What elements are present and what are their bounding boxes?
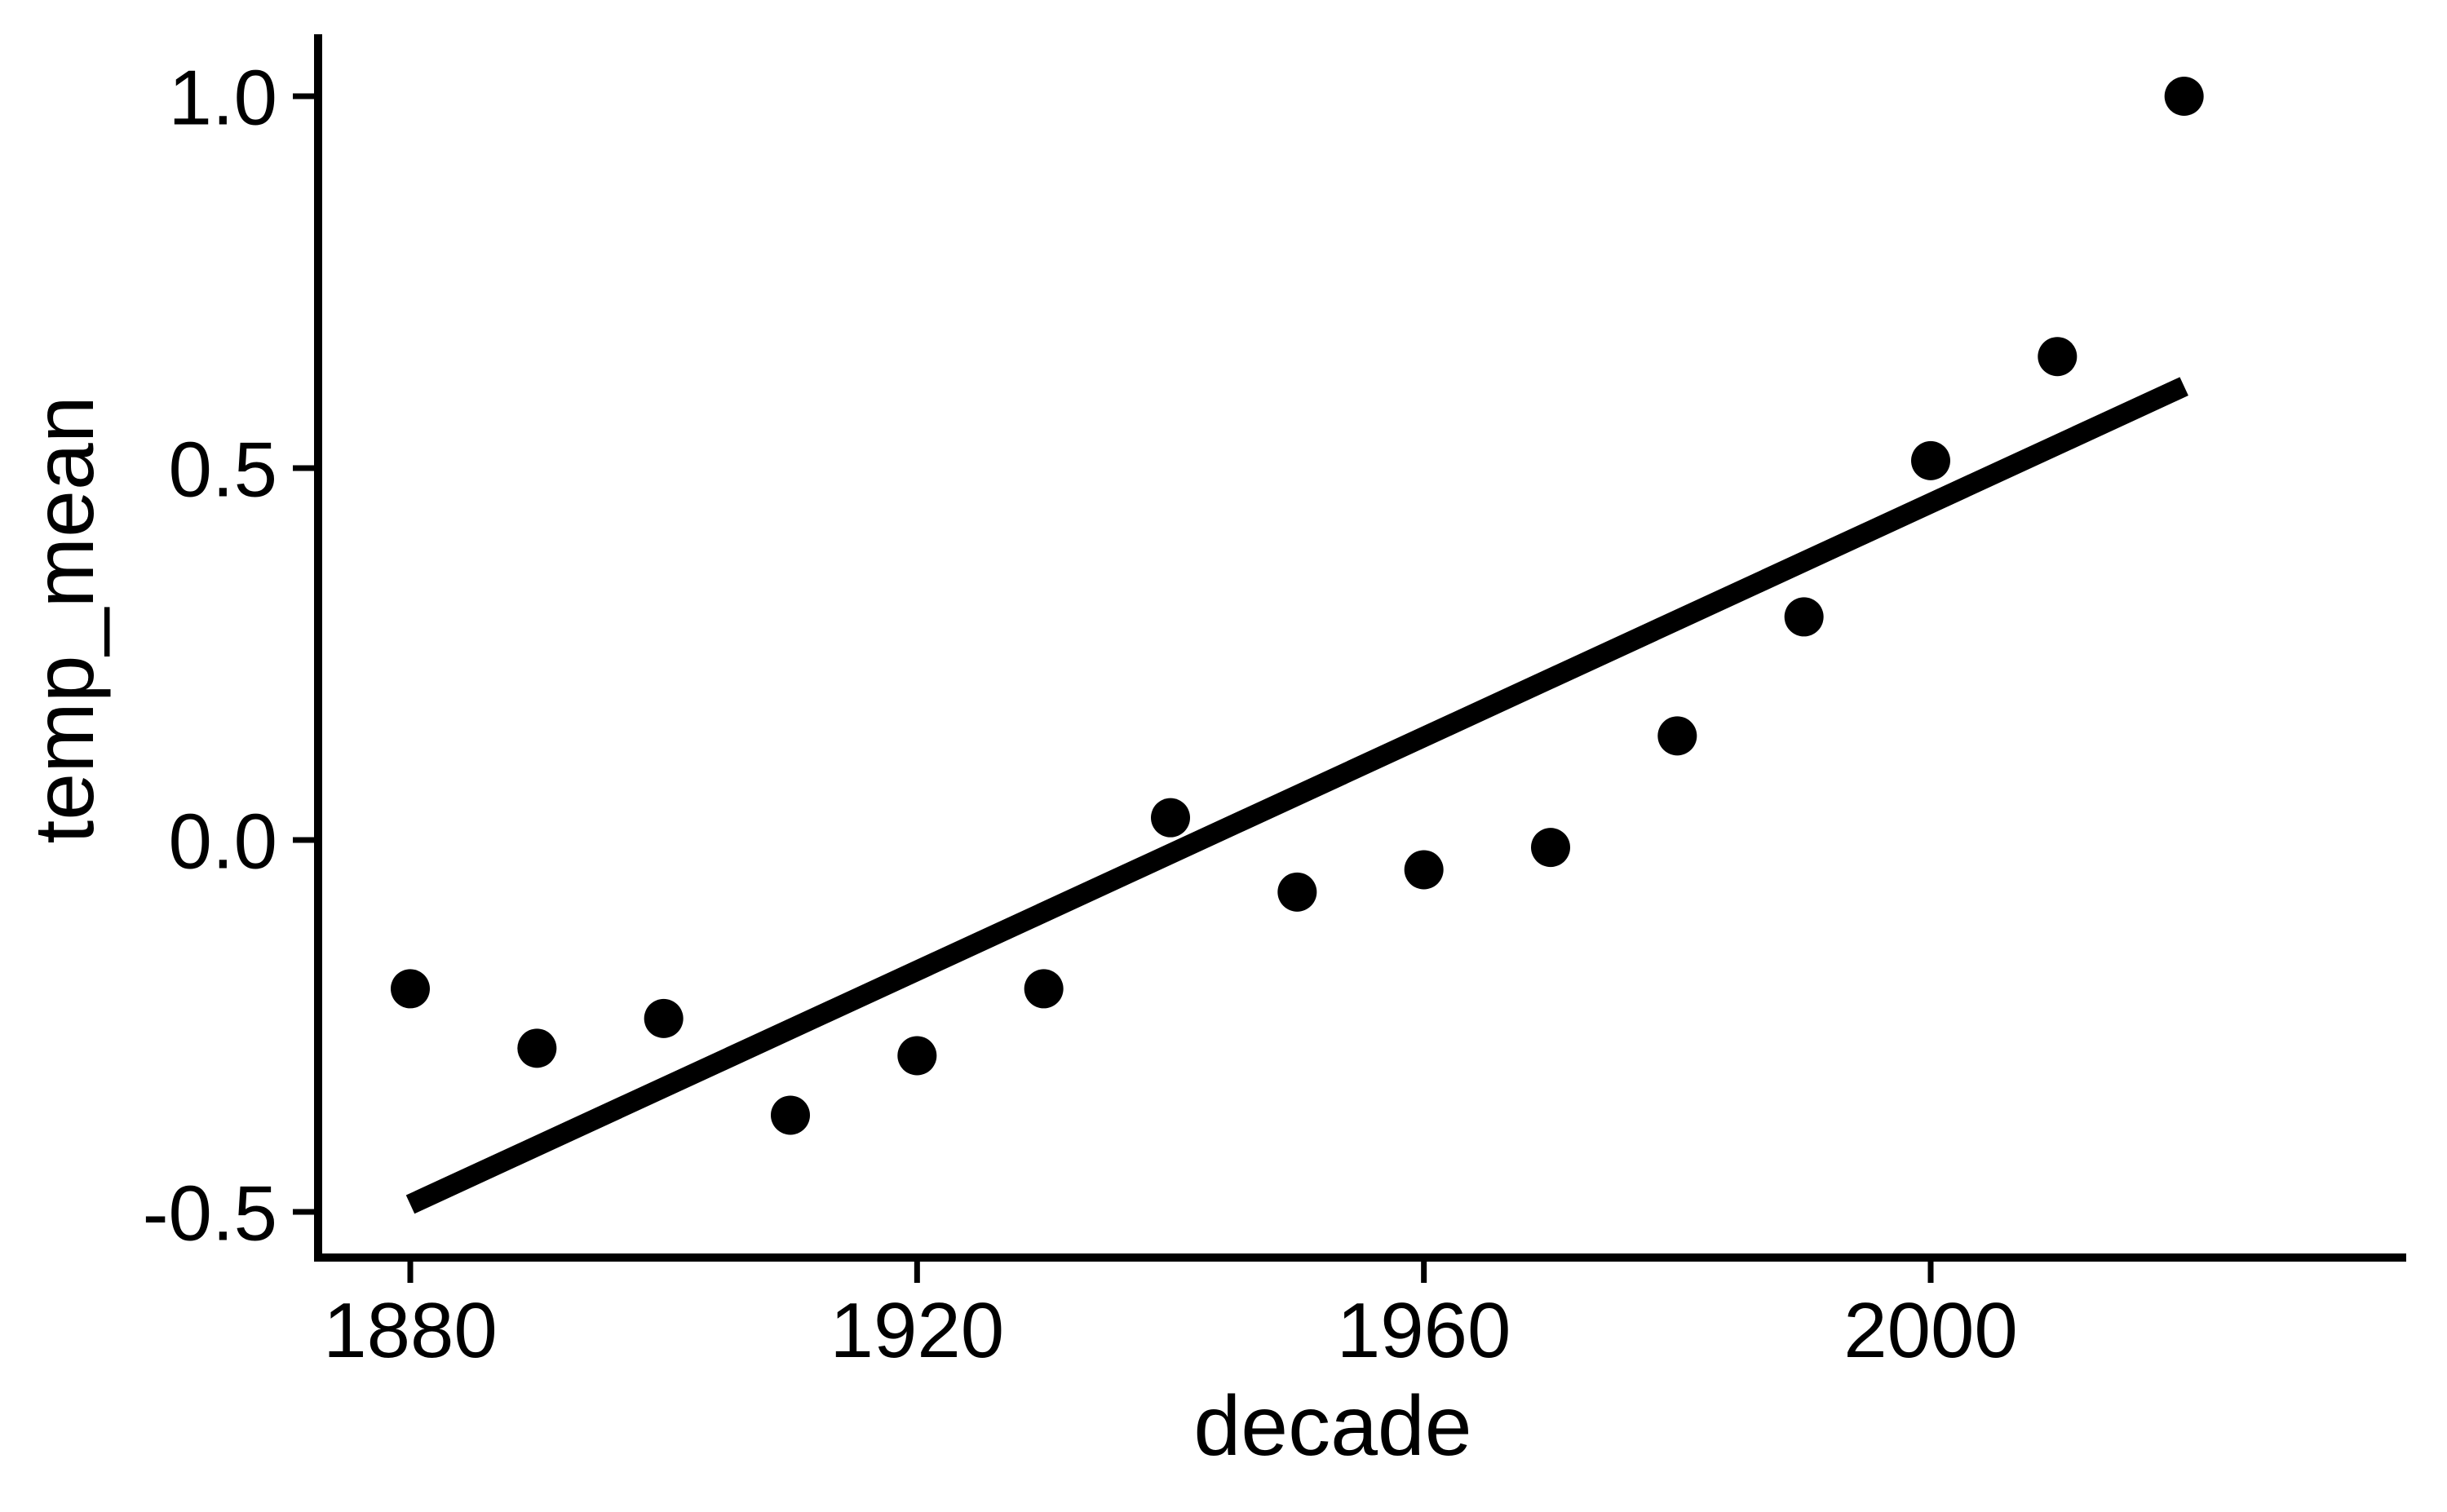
x-tick-label: 2000 [1843, 1287, 2018, 1374]
y-tick-label: 0.5 [169, 427, 277, 514]
trend-line-layer [405, 377, 2188, 1214]
x-tick-label: 1880 [323, 1287, 498, 1374]
data-point [1531, 828, 1570, 868]
x-tick-label: 1960 [1337, 1287, 1511, 1374]
y-tick-label: 0.0 [169, 798, 277, 886]
data-point [1404, 850, 1444, 890]
y-tick-label: 1.0 [169, 55, 277, 142]
data-point [1911, 440, 1950, 480]
data-point [391, 969, 430, 1009]
data-point [1151, 798, 1190, 838]
data-point [644, 998, 684, 1038]
data-point [897, 1036, 937, 1076]
points-layer [391, 77, 2204, 1135]
axes [314, 34, 2406, 1262]
x-tick-label: 1920 [830, 1287, 1005, 1374]
tick-marks [293, 93, 1934, 1283]
data-point [1277, 872, 1317, 912]
data-point [1657, 716, 1697, 756]
data-point [771, 1095, 810, 1135]
y-tick-label: -0.5 [143, 1170, 277, 1258]
y-axis-title: temp_mean [17, 396, 112, 843]
data-point [1784, 597, 1824, 637]
trend-line [405, 377, 2188, 1214]
data-point [517, 1028, 557, 1068]
data-point [2164, 77, 2204, 116]
x-axis-title: decade [1193, 1379, 1471, 1474]
tick-labels: 1.0 0.5 0.0 -0.5 1880 1920 1960 2000 [143, 55, 2018, 1374]
data-point [2038, 337, 2078, 377]
data-point [1024, 969, 1064, 1009]
